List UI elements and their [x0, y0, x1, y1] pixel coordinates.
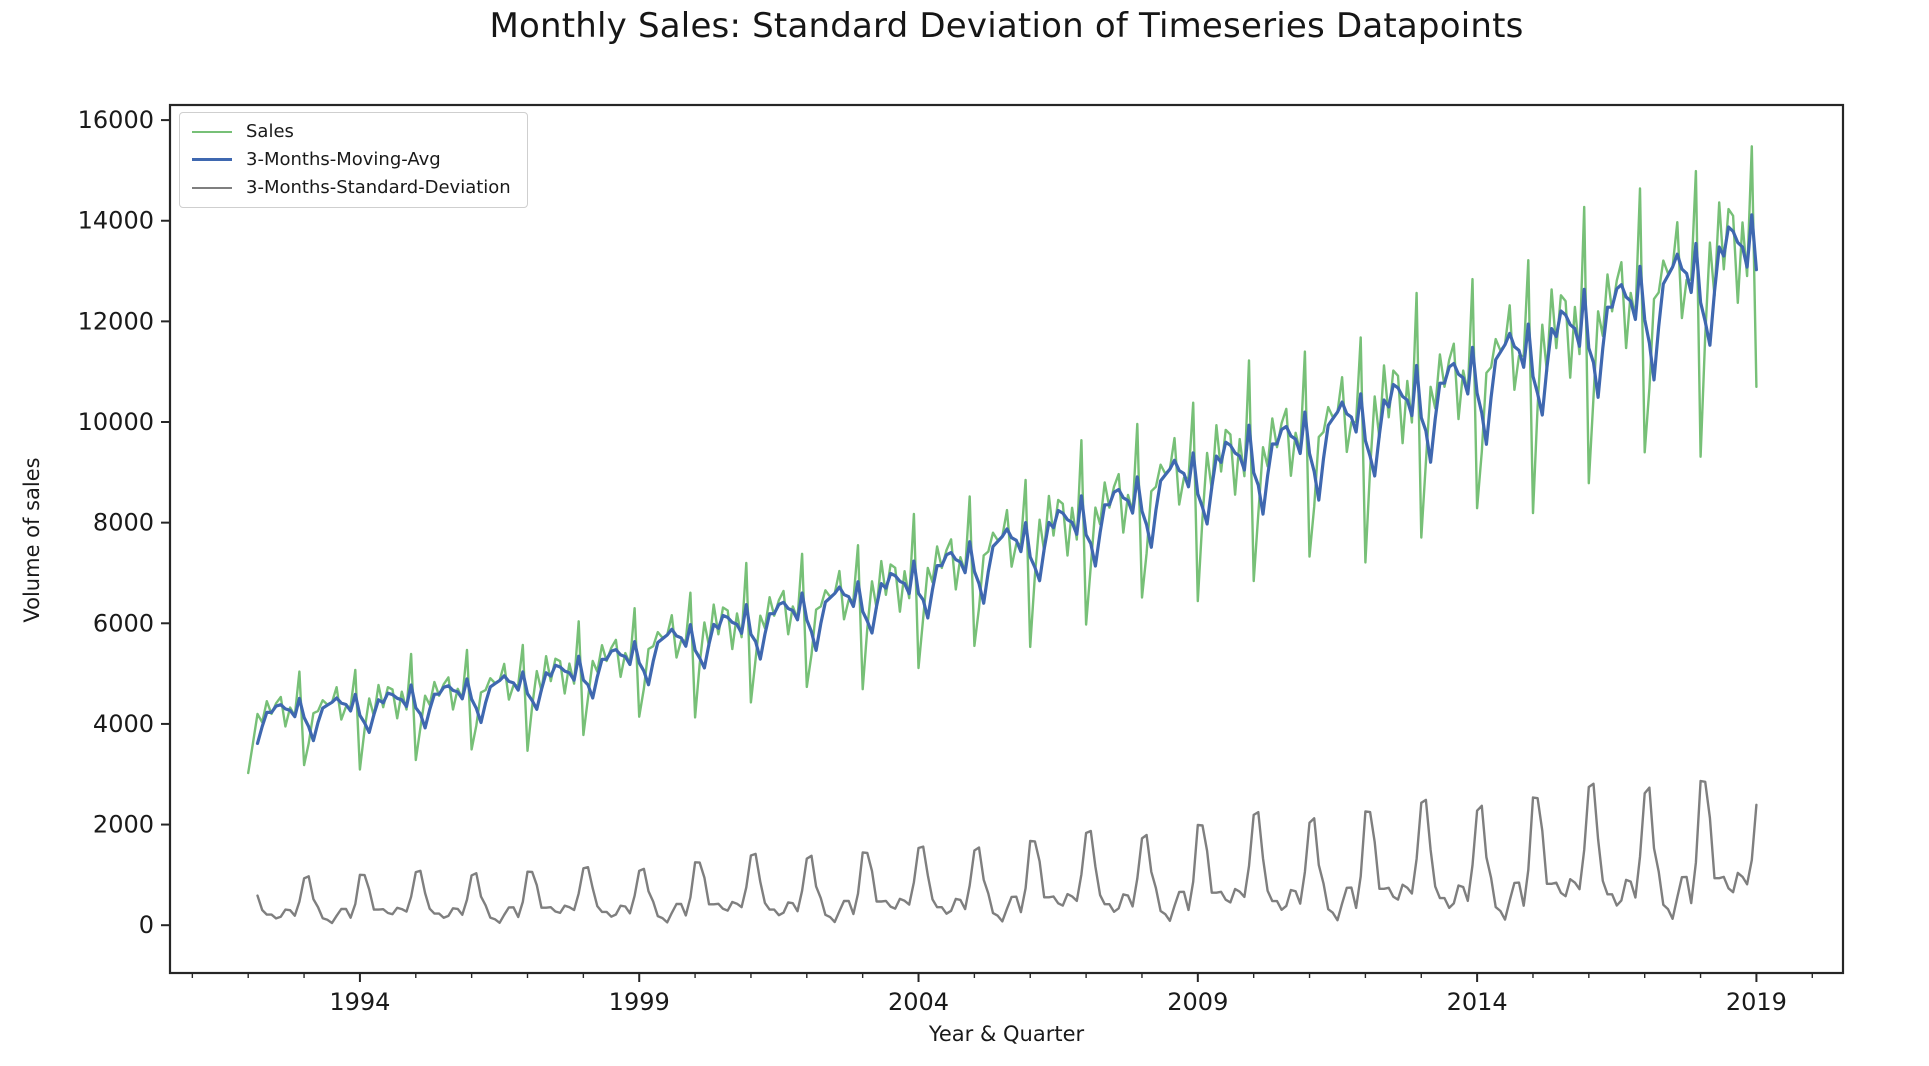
legend-item-moving-avg: 3-Months-Moving-Avg — [192, 149, 511, 170]
x-axis-label: Year & Quarter — [928, 1022, 1085, 1046]
std-deviation-line-swatch — [192, 186, 232, 189]
y-tick-label: 6000 — [93, 609, 154, 637]
x-tick-label: 2009 — [1167, 988, 1228, 1016]
axes-spines — [168, 103, 1845, 975]
y-tick-label: 2000 — [93, 811, 154, 839]
y-tick-label: 4000 — [93, 710, 154, 738]
x-tick-label: 2019 — [1726, 988, 1787, 1016]
y-tick-label: 0 — [139, 911, 154, 939]
x-tick-label: 2004 — [888, 988, 949, 1016]
x-tick-label: 2014 — [1447, 988, 1508, 1016]
y-tick-label: 8000 — [93, 509, 154, 537]
x-tick-label: 1999 — [609, 988, 670, 1016]
legend-label-sales: Sales — [246, 121, 294, 142]
moving-avg-line-swatch — [192, 158, 232, 161]
legend-item-sales: Sales — [192, 121, 511, 142]
series-line-3-months-standard-deviation — [256, 779, 1758, 925]
legend-label-moving-avg: 3-Months-Moving-Avg — [246, 149, 441, 170]
series-line-sales — [246, 145, 1758, 775]
y-tick-label: 14000 — [78, 207, 154, 235]
y-tick-label: 16000 — [78, 106, 154, 134]
legend: Sales 3-Months-Moving-Avg 3-Months-Stand… — [179, 112, 528, 208]
y-tick-label: 10000 — [78, 408, 154, 436]
y-tick-label: 12000 — [78, 307, 154, 335]
x-tick-label: 1994 — [329, 988, 390, 1016]
sales-line-swatch — [192, 130, 232, 133]
chart-title: Monthly Sales: Standard Deviation of Tim… — [489, 6, 1524, 46]
y-axis-label: Volume of sales — [20, 457, 44, 623]
series-line-3-months-moving-avg — [255, 213, 1759, 746]
legend-item-std-deviation: 3-Months-Standard-Deviation — [192, 177, 511, 198]
legend-label-std-deviation: 3-Months-Standard-Deviation — [246, 177, 511, 198]
